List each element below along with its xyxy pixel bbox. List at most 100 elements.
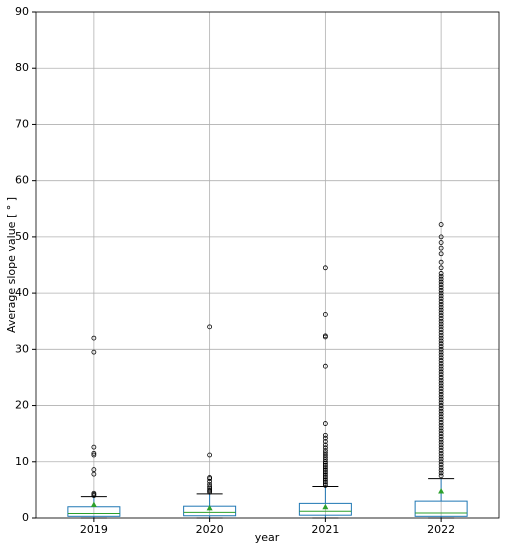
outlier	[438, 307, 444, 313]
outlier	[438, 408, 444, 414]
outlier	[438, 442, 444, 448]
outlier	[438, 296, 444, 302]
outlier	[322, 466, 328, 471]
y-tick-label: 50	[15, 230, 29, 243]
outlier	[91, 335, 97, 341]
outlier	[438, 425, 444, 431]
x-tick-label: 2022	[427, 523, 455, 536]
outlier	[438, 355, 444, 361]
outlier	[438, 285, 444, 290]
outlier	[438, 372, 444, 378]
outlier	[438, 377, 444, 383]
outlier	[438, 282, 444, 288]
outlier	[438, 313, 444, 319]
outlier	[438, 417, 444, 423]
outlier	[438, 380, 444, 386]
outlier	[438, 338, 444, 344]
outlier	[438, 234, 444, 240]
outlier	[438, 330, 444, 335]
x-tick-label: 2019	[80, 523, 108, 536]
outlier	[438, 324, 444, 330]
outlier	[438, 464, 444, 470]
outlier	[438, 301, 444, 307]
outlier	[438, 389, 444, 394]
outlier	[322, 439, 328, 444]
outlier	[438, 473, 444, 479]
outlier	[438, 304, 444, 310]
outlier	[322, 421, 328, 426]
outlier	[438, 375, 444, 380]
outlier	[322, 333, 328, 339]
outlier	[322, 462, 328, 468]
mean-marker	[438, 488, 445, 494]
y-tick-label: 30	[15, 342, 29, 355]
outlier	[438, 456, 444, 462]
outlier	[207, 484, 213, 489]
outlier	[322, 481, 328, 487]
outlier	[438, 436, 444, 442]
outlier	[322, 448, 328, 453]
outlier	[438, 439, 444, 445]
mean-marker	[206, 504, 213, 511]
x-tick-label: 2021	[311, 523, 339, 536]
outlier	[438, 394, 444, 400]
y-tick-label: 60	[15, 174, 29, 187]
outlier	[438, 411, 444, 417]
outlier	[322, 479, 328, 485]
outlier	[438, 358, 444, 363]
outlier	[207, 324, 213, 330]
outlier	[91, 349, 97, 355]
outlier	[91, 444, 97, 450]
outlier	[438, 332, 444, 338]
outlier	[438, 335, 444, 341]
outlier	[322, 474, 328, 480]
outlier	[438, 245, 444, 251]
outlier	[207, 481, 213, 487]
outlier	[438, 273, 444, 279]
outlier	[438, 470, 444, 476]
outlier	[438, 420, 444, 425]
outlier	[438, 240, 444, 245]
outlier	[438, 459, 444, 465]
outlier	[207, 475, 213, 480]
outlier	[438, 391, 444, 397]
outlier	[322, 459, 328, 465]
y-tick-label: 70	[15, 117, 29, 130]
outlier	[322, 445, 328, 451]
mean-marker	[90, 501, 97, 508]
x-tick-label: 2020	[196, 523, 224, 536]
outlier	[322, 312, 328, 317]
y-tick-label: 0	[22, 511, 29, 524]
outlier	[322, 265, 328, 271]
outlier	[322, 472, 328, 478]
outlier	[438, 259, 444, 265]
outlier	[322, 482, 328, 488]
outlier	[438, 369, 444, 375]
outlier	[438, 397, 444, 403]
outlier	[438, 422, 444, 428]
y-tick-label: 20	[15, 399, 29, 412]
outlier	[438, 287, 444, 293]
y-tick-label: 80	[15, 61, 29, 74]
outlier	[438, 299, 444, 304]
outlier	[438, 405, 444, 411]
outlier	[322, 471, 328, 476]
outlier	[322, 450, 328, 456]
outlier	[438, 293, 444, 299]
outlier	[322, 454, 328, 460]
outlier	[322, 432, 328, 438]
outlier	[438, 251, 444, 257]
outlier	[438, 414, 444, 420]
outlier	[438, 428, 444, 434]
outlier	[438, 344, 444, 349]
outlier	[322, 477, 328, 483]
plot-frame	[35, 11, 500, 519]
outlier	[322, 452, 328, 458]
outlier	[322, 467, 328, 473]
y-tick-label: 10	[15, 455, 29, 468]
outlier	[91, 452, 97, 458]
outlier	[91, 450, 97, 456]
outlier	[207, 452, 213, 458]
